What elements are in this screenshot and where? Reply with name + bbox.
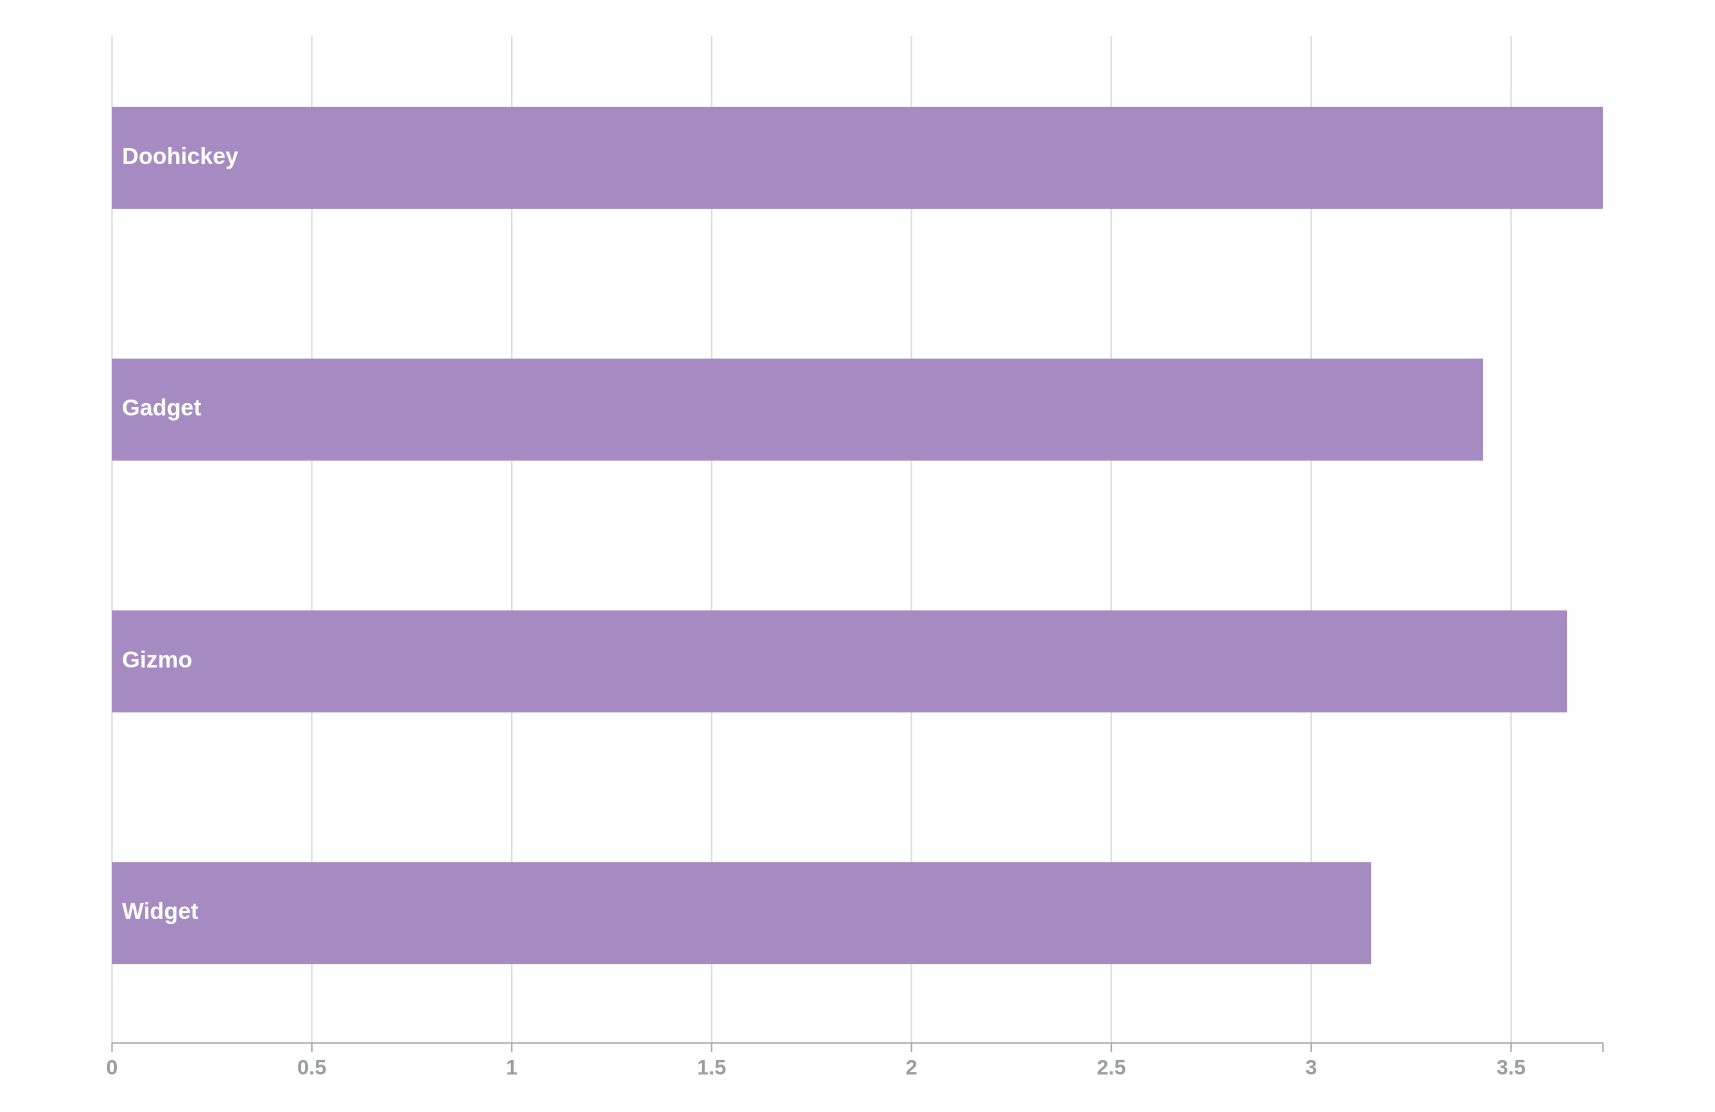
x-tick-label: 0 — [106, 1057, 118, 1080]
bar — [112, 862, 1372, 965]
x-tick-label: 0.5 — [297, 1057, 327, 1080]
category-label: Gizmo — [122, 646, 192, 672]
category-label: Gadget — [122, 395, 202, 421]
category-label: Widget — [122, 898, 199, 924]
x-tick-label: 1 — [506, 1057, 518, 1080]
bar — [112, 106, 1603, 209]
bar — [112, 610, 1568, 713]
category-label: Doohickey — [122, 143, 239, 169]
x-tick-label: 1.5 — [697, 1057, 727, 1080]
x-tick-label: 2.5 — [1097, 1057, 1127, 1080]
x-tick-label: 3.5 — [1496, 1057, 1526, 1080]
x-tick-label: 3 — [1305, 1057, 1317, 1080]
x-tick-label: 2 — [906, 1057, 918, 1080]
bar — [112, 358, 1484, 461]
